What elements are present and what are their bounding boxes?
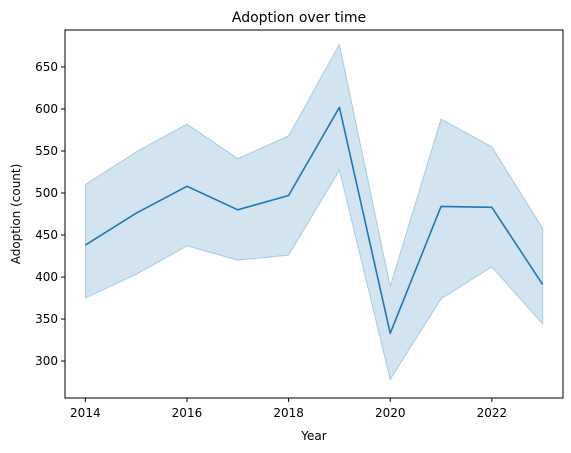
- x-tick-label: 2016: [172, 406, 203, 420]
- data-point: [135, 212, 138, 215]
- x-tick-label: 2022: [477, 406, 508, 420]
- x-tick-label: 2018: [273, 406, 304, 420]
- data-point: [84, 244, 87, 247]
- plot-area: [64, 29, 564, 399]
- data-point: [236, 208, 239, 211]
- data-point: [490, 206, 493, 209]
- y-tick-label: 300: [35, 354, 58, 368]
- data-point: [287, 194, 290, 197]
- y-tick-label: 400: [35, 270, 58, 284]
- confidence-band: [84, 42, 544, 381]
- data-point: [338, 106, 341, 109]
- x-axis: 2014 2016 2018 2020 2022: [70, 398, 507, 420]
- y-tick-label: 500: [35, 186, 58, 200]
- x-tick-label: 2020: [375, 406, 406, 420]
- y-axis: 300 350 400 450 500 550 600 650: [35, 60, 65, 368]
- y-tick-label: 600: [35, 102, 58, 116]
- x-tick-label: 2014: [70, 406, 101, 420]
- data-point: [389, 332, 392, 335]
- data-point: [541, 283, 544, 286]
- y-tick-label: 350: [35, 312, 58, 326]
- data-point: [185, 185, 188, 188]
- chart-title: Adoption over time: [232, 10, 366, 26]
- y-axis-label: Adoption (count): [9, 164, 23, 265]
- y-tick-label: 550: [35, 144, 58, 158]
- x-axis-label: Year: [300, 429, 326, 443]
- y-tick-label: 650: [35, 60, 58, 74]
- data-point: [440, 205, 443, 208]
- plot-frame: [64, 29, 564, 399]
- series-line: [84, 106, 544, 335]
- y-tick-label: 450: [35, 228, 58, 242]
